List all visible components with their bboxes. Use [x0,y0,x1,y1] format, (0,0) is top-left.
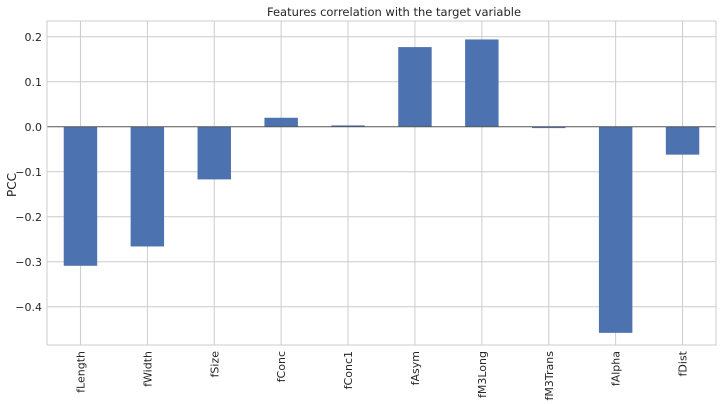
y-tick-label: −0.1 [15,166,42,179]
bar-fAsym [398,47,432,127]
bar-fLength [63,126,98,266]
x-tick-label: fDist [677,350,690,376]
bars [63,39,700,333]
y-axis-label: PCC [5,173,19,197]
x-tick-label: fConc [275,351,288,382]
bar-fAlpha [598,126,633,333]
y-tick-label: 0.1 [25,76,43,89]
x-tick-labels: fLength fWidth fSize fConc fConc1 fAsym fM3Lon… [74,350,689,400]
plot-frame [46,20,717,346]
x-tick-label: fAlpha [610,351,623,386]
x-tick-label: fConc1 [342,351,355,389]
x-gridlines [79,21,684,345]
y-tick-label: 0.0 [25,121,43,134]
bar-fM3Trans [532,126,566,129]
bar-fConc [264,117,298,127]
y-tick-labels: 0.2 0.1 0.0 −0.1 −0.2 −0.3 −0.4 [15,31,42,314]
x-tick-label: fAsym [409,351,422,385]
x-tick-label: fWidth [141,351,154,387]
y-tick-label: 0.2 [25,31,43,44]
bar-fDist [665,126,700,155]
x-tick-label: fLength [74,351,87,393]
bar-fSize [197,126,231,180]
bar-fWidth [130,126,165,247]
x-tick-label: fSize [208,351,221,378]
y-tick-label: −0.4 [15,301,42,314]
x-tick-label: fM3Long [476,351,489,398]
y-tick-label: −0.2 [15,211,42,224]
y-tick-label: −0.3 [15,256,42,269]
bar-fM3Long [465,39,499,127]
bar-fConc1 [331,125,365,127]
chart-title: Features correlation with the target var… [267,5,521,19]
x-tick-label: fM3Trans [543,351,556,401]
